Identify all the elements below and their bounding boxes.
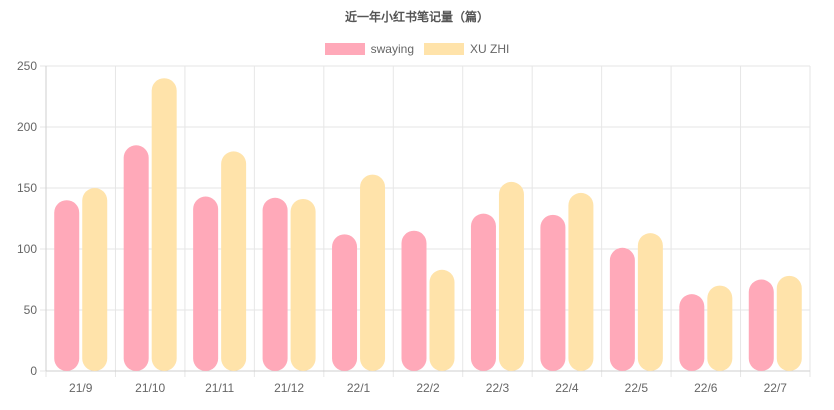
- y-tick-label: 100: [17, 242, 37, 256]
- x-tick-label: 22/5: [625, 381, 649, 395]
- legend-label-swaying: swaying: [370, 42, 414, 56]
- bar-xu-zhi: [498, 181, 524, 371]
- legend-swatch-xu-zhi: [424, 43, 464, 55]
- legend-item-xu-zhi[interactable]: XU ZHI: [424, 42, 509, 56]
- bar-swaying: [609, 247, 635, 371]
- bar-xu-zhi: [290, 198, 316, 371]
- bar-swaying: [123, 145, 149, 371]
- y-tick-label: 200: [17, 120, 37, 134]
- bar-swaying: [332, 234, 358, 371]
- x-tick-label: 22/6: [694, 381, 718, 395]
- bar-xu-zhi: [360, 174, 386, 371]
- bar-xu-zhi: [568, 192, 594, 371]
- x-tick-label: 21/10: [135, 381, 165, 395]
- legend-item-swaying[interactable]: swaying: [324, 42, 414, 56]
- x-tick-label: 21/12: [274, 381, 304, 395]
- x-tick-label: 22/2: [416, 381, 440, 395]
- x-tick-label: 21/9: [69, 381, 93, 395]
- x-tick-label: 22/7: [764, 381, 788, 395]
- y-tick-label: 250: [17, 59, 37, 73]
- bar-xu-zhi: [429, 269, 455, 371]
- bar-xu-zhi: [151, 78, 177, 371]
- bar-swaying: [262, 197, 288, 371]
- x-tick-label: 22/1: [347, 381, 371, 395]
- y-tick-label: 50: [24, 303, 38, 317]
- x-tick-label: 21/11: [205, 381, 234, 395]
- chart-title: 近一年小红书笔记量（篇）: [344, 10, 489, 24]
- bar-xu-zhi: [637, 233, 663, 371]
- bar-xu-zhi: [707, 285, 733, 371]
- legend-label-xu-zhi: XU ZHI: [470, 42, 510, 56]
- bar-swaying: [540, 214, 566, 371]
- x-tick-label: 22/4: [555, 381, 579, 395]
- y-tick-label: 0: [30, 364, 37, 378]
- legend-swatch-swaying: [324, 43, 365, 55]
- x-tick-label: 22/3: [486, 381, 510, 395]
- bar-swaying: [193, 196, 219, 371]
- bar-swaying: [748, 279, 774, 371]
- bar-swaying: [54, 200, 80, 371]
- bar-xu-zhi: [221, 151, 247, 371]
- y-tick-label: 150: [17, 181, 37, 195]
- bar-xu-zhi: [82, 188, 108, 371]
- legend: swaying XU ZHI: [0, 42, 834, 56]
- bar-xu-zhi: [776, 275, 802, 371]
- bar-swaying: [401, 230, 427, 371]
- bar-swaying: [679, 294, 705, 371]
- bar-swaying: [470, 213, 496, 371]
